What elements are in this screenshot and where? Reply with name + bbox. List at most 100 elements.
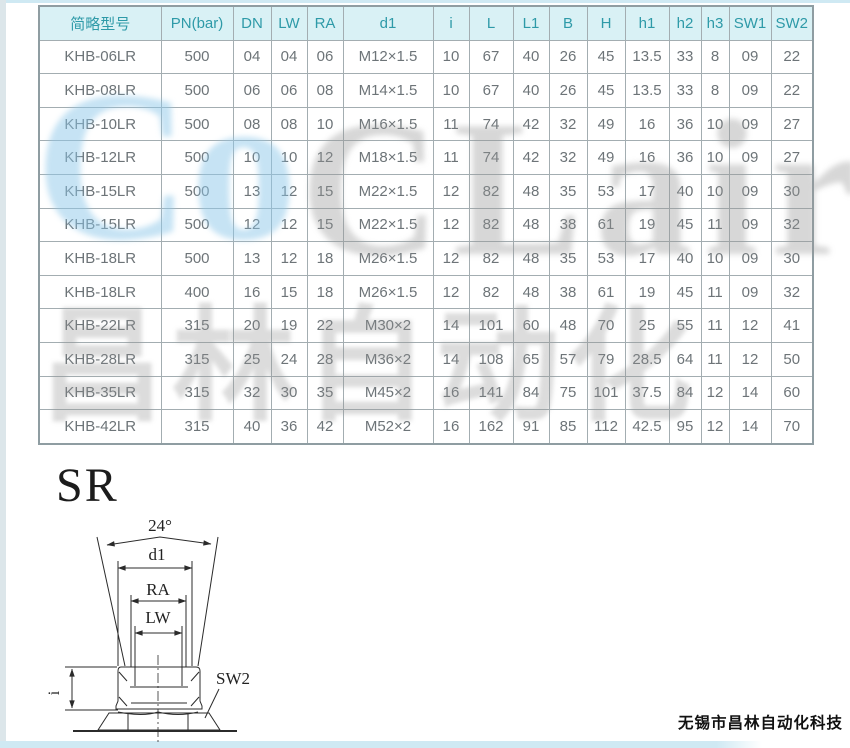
table-cell: 09 (728, 173, 772, 209)
column-header: SW1 (728, 5, 772, 41)
table-cell: 500 (160, 241, 234, 276)
sw2-label: SW2 (216, 669, 250, 688)
table-cell: 28 (306, 341, 344, 377)
table-cell: 13 (232, 173, 272, 209)
table-cell: M52×2 (342, 409, 434, 445)
table-row: KHB-15LR 500 12 12 15 M22×1.5 12 82 48 38 61 19 45 11… (38, 207, 814, 243)
column-header: 简略型号 (38, 5, 162, 41)
table-cell: 30 (770, 173, 814, 209)
section-heading-sr: SR (56, 459, 119, 512)
table-cell: 67 (468, 73, 514, 108)
table-cell: 55 (668, 308, 702, 343)
table-cell: 500 (160, 140, 234, 175)
column-header: H (586, 5, 626, 41)
table-cell: 84 (668, 375, 702, 411)
table-cell: KHB-18LR (38, 241, 162, 276)
table-cell: 10 (306, 106, 344, 142)
table-cell: 91 (512, 409, 550, 445)
column-header: SW2 (770, 5, 814, 41)
table-row: KHB-08LR 500 06 06 08 M14×1.5 10 67 40 26 45 13.5 33… (38, 73, 814, 108)
table-row: KHB-12LR 500 10 10 12 M18×1.5 11 74 42 32 49 16 36 10… (38, 140, 814, 175)
table-cell: 64 (668, 341, 702, 377)
table-cell: M14×1.5 (342, 73, 434, 108)
ra-label: RA (146, 580, 170, 599)
table-cell: 70 (770, 409, 814, 445)
table-cell: 11 (432, 106, 470, 142)
table-cell: 22 (306, 308, 344, 343)
table-cell: 45 (668, 274, 702, 310)
page-frame-bottom (0, 741, 762, 748)
table-cell: 12 (432, 241, 470, 276)
table-cell: 32 (232, 375, 272, 411)
table-cell: 35 (306, 375, 344, 411)
table-cell: 500 (160, 106, 234, 142)
table-cell: 04 (270, 39, 308, 75)
table-cell: 06 (270, 73, 308, 108)
table-cell: 13.5 (624, 39, 670, 75)
table-cell: KHB-18LR (38, 274, 162, 310)
table-cell: KHB-35LR (38, 375, 162, 411)
table-cell: 32 (770, 207, 814, 243)
table-cell: 36 (668, 106, 702, 142)
table-cell: M16×1.5 (342, 106, 434, 142)
table-cell: 40 (668, 241, 702, 276)
table-cell: 06 (306, 39, 344, 75)
table-cell: M18×1.5 (342, 140, 434, 175)
table-cell: 10 (432, 39, 470, 75)
table-cell: 17 (624, 241, 670, 276)
table-cell: 28.5 (624, 341, 670, 377)
table-cell: 10 (432, 73, 470, 108)
table-cell: 315 (160, 308, 234, 343)
table-cell: 06 (232, 73, 272, 108)
table-cell: 20 (232, 308, 272, 343)
table-cell: 400 (160, 274, 234, 310)
table-cell: 08 (270, 106, 308, 142)
table-cell: 24 (270, 341, 308, 377)
table-cell: 45 (668, 207, 702, 243)
table-cell: 18 (306, 241, 344, 276)
table-cell: 11 (700, 341, 730, 377)
table-cell: 32 (548, 140, 588, 175)
table-row: KHB-18LR 500 13 12 18 M26×1.5 12 82 48 35 53 17 40 10… (38, 241, 814, 276)
table-cell: 8 (700, 39, 730, 75)
table-cell: 500 (160, 39, 234, 75)
sw2-leader-line (204, 688, 220, 719)
table-row: KHB-28LR 315 25 24 28 M36×2 14 108 65 57 79 28.5 64 1… (38, 341, 814, 377)
table-cell: 12 (432, 173, 470, 209)
table-cell: 82 (468, 173, 514, 209)
column-header: i (432, 5, 470, 41)
table-cell: 82 (468, 274, 514, 310)
table-cell: 57 (548, 341, 588, 377)
table-cell: M12×1.5 (342, 39, 434, 75)
table-cell: 162 (468, 409, 514, 445)
column-header: L (468, 5, 514, 41)
cone-left-line (96, 536, 126, 667)
table-cell: 12 (232, 207, 272, 243)
table-cell: 84 (512, 375, 550, 411)
table-cell: 12 (728, 341, 772, 377)
table-cell: 35 (548, 241, 588, 276)
table-cell: 60 (770, 375, 814, 411)
table-cell: 16 (432, 375, 470, 411)
table-cell: KHB-12LR (38, 140, 162, 175)
table-cell: 12 (700, 409, 730, 445)
table-cell: 37.5 (624, 375, 670, 411)
table-cell: 15 (270, 274, 308, 310)
table-cell: 09 (728, 39, 772, 75)
column-header: L1 (512, 5, 550, 41)
table-cell: 101 (468, 308, 514, 343)
table-cell: 315 (160, 341, 234, 377)
table-cell: 48 (512, 207, 550, 243)
table-cell: 101 (586, 375, 626, 411)
table-cell: 65 (512, 341, 550, 377)
page-frame-top (0, 0, 850, 3)
table-cell: 12 (270, 241, 308, 276)
table-cell: 25 (232, 341, 272, 377)
table-cell: 14 (432, 308, 470, 343)
table-cell: 82 (468, 207, 514, 243)
table-cell: 12 (432, 207, 470, 243)
table-cell: 40 (512, 73, 550, 108)
table-cell: 74 (468, 140, 514, 175)
table-cell: KHB-15LR (38, 207, 162, 243)
table-cell: 40 (232, 409, 272, 445)
